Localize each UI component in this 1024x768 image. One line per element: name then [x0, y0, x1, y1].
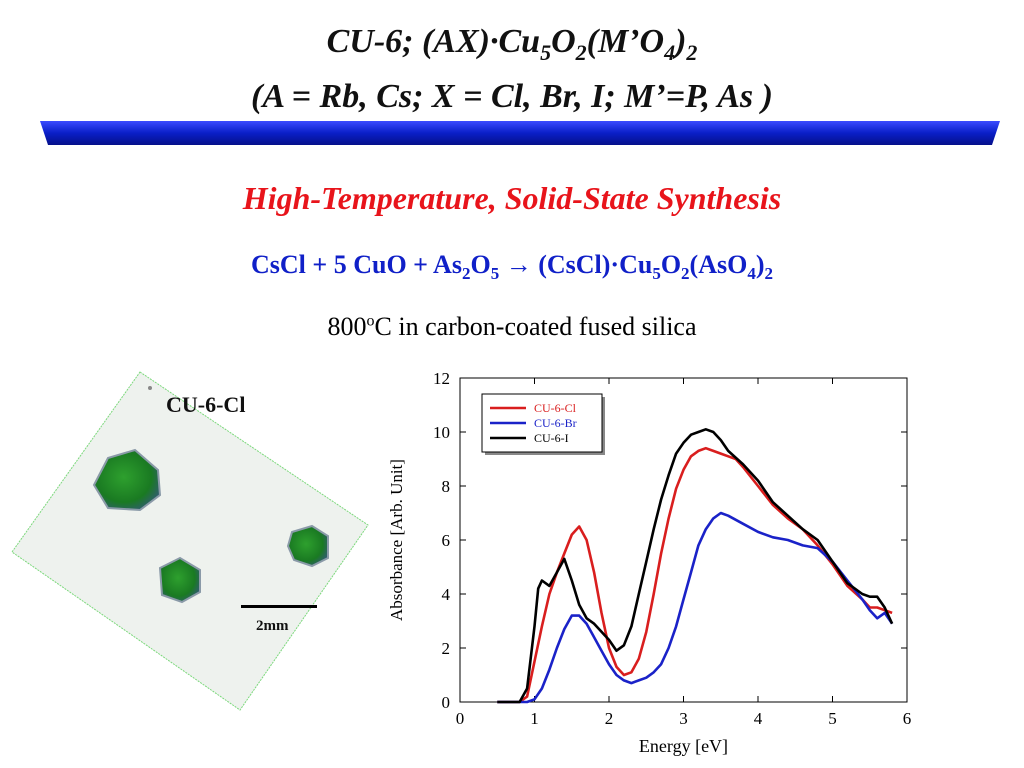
x-tick-label: 2 [605, 709, 614, 728]
legend-label: CU-6-I [534, 431, 569, 445]
x-tick-label: 4 [754, 709, 763, 728]
y-tick-label: 4 [442, 585, 451, 604]
series-line [497, 428, 894, 704]
x-tick-label: 0 [456, 709, 465, 728]
y-tick-label: 6 [442, 531, 451, 550]
reaction-condition: 800oC in carbon-coated fused silica [327, 312, 697, 341]
legend-label: CU-6-Br [534, 416, 577, 430]
series-line [497, 511, 894, 704]
scale-bar [241, 605, 317, 608]
x-axis-label: Energy [eV] [639, 736, 728, 756]
y-tick-label: 12 [433, 369, 450, 388]
synthesis-heading: High-Temperature, Solid-State Synthesis [242, 180, 782, 216]
title-line-2: (A = Rb, Cs; X = Cl, Br, I; M’=P, As ) [251, 77, 773, 115]
title-line-1: CU-6; (AX)·Cu5O2(M’O4)2 [326, 23, 698, 65]
crystal-photo [11, 371, 369, 711]
y-tick-label: 10 [433, 423, 450, 442]
y-axis-label: Absorbance [Arb. Unit] [387, 459, 406, 621]
x-tick-label: 3 [679, 709, 688, 728]
x-tick-label: 1 [530, 709, 539, 728]
y-tick-label: 2 [442, 639, 451, 658]
slide-title: CU-6; (AX)·Cu5O2(M’O4)2 (A = Rb, Cs; X =… [0, 20, 1024, 119]
reaction-equation: CsCl + 5 CuO + As2O5 → (CsCl)·Cu5O2(AsO4… [251, 250, 773, 284]
scale-label: 2mm [256, 618, 289, 634]
x-tick-label: 5 [828, 709, 837, 728]
photo-label: CU-6-Cl [166, 392, 246, 417]
y-tick-label: 0 [442, 693, 451, 712]
series-line [497, 446, 893, 704]
x-tick-label: 6 [903, 709, 912, 728]
y-tick-label: 8 [442, 477, 451, 496]
arrow-icon: → [505, 250, 532, 279]
legend-label: CU-6-Cl [534, 401, 577, 415]
title-banner [40, 121, 1000, 145]
